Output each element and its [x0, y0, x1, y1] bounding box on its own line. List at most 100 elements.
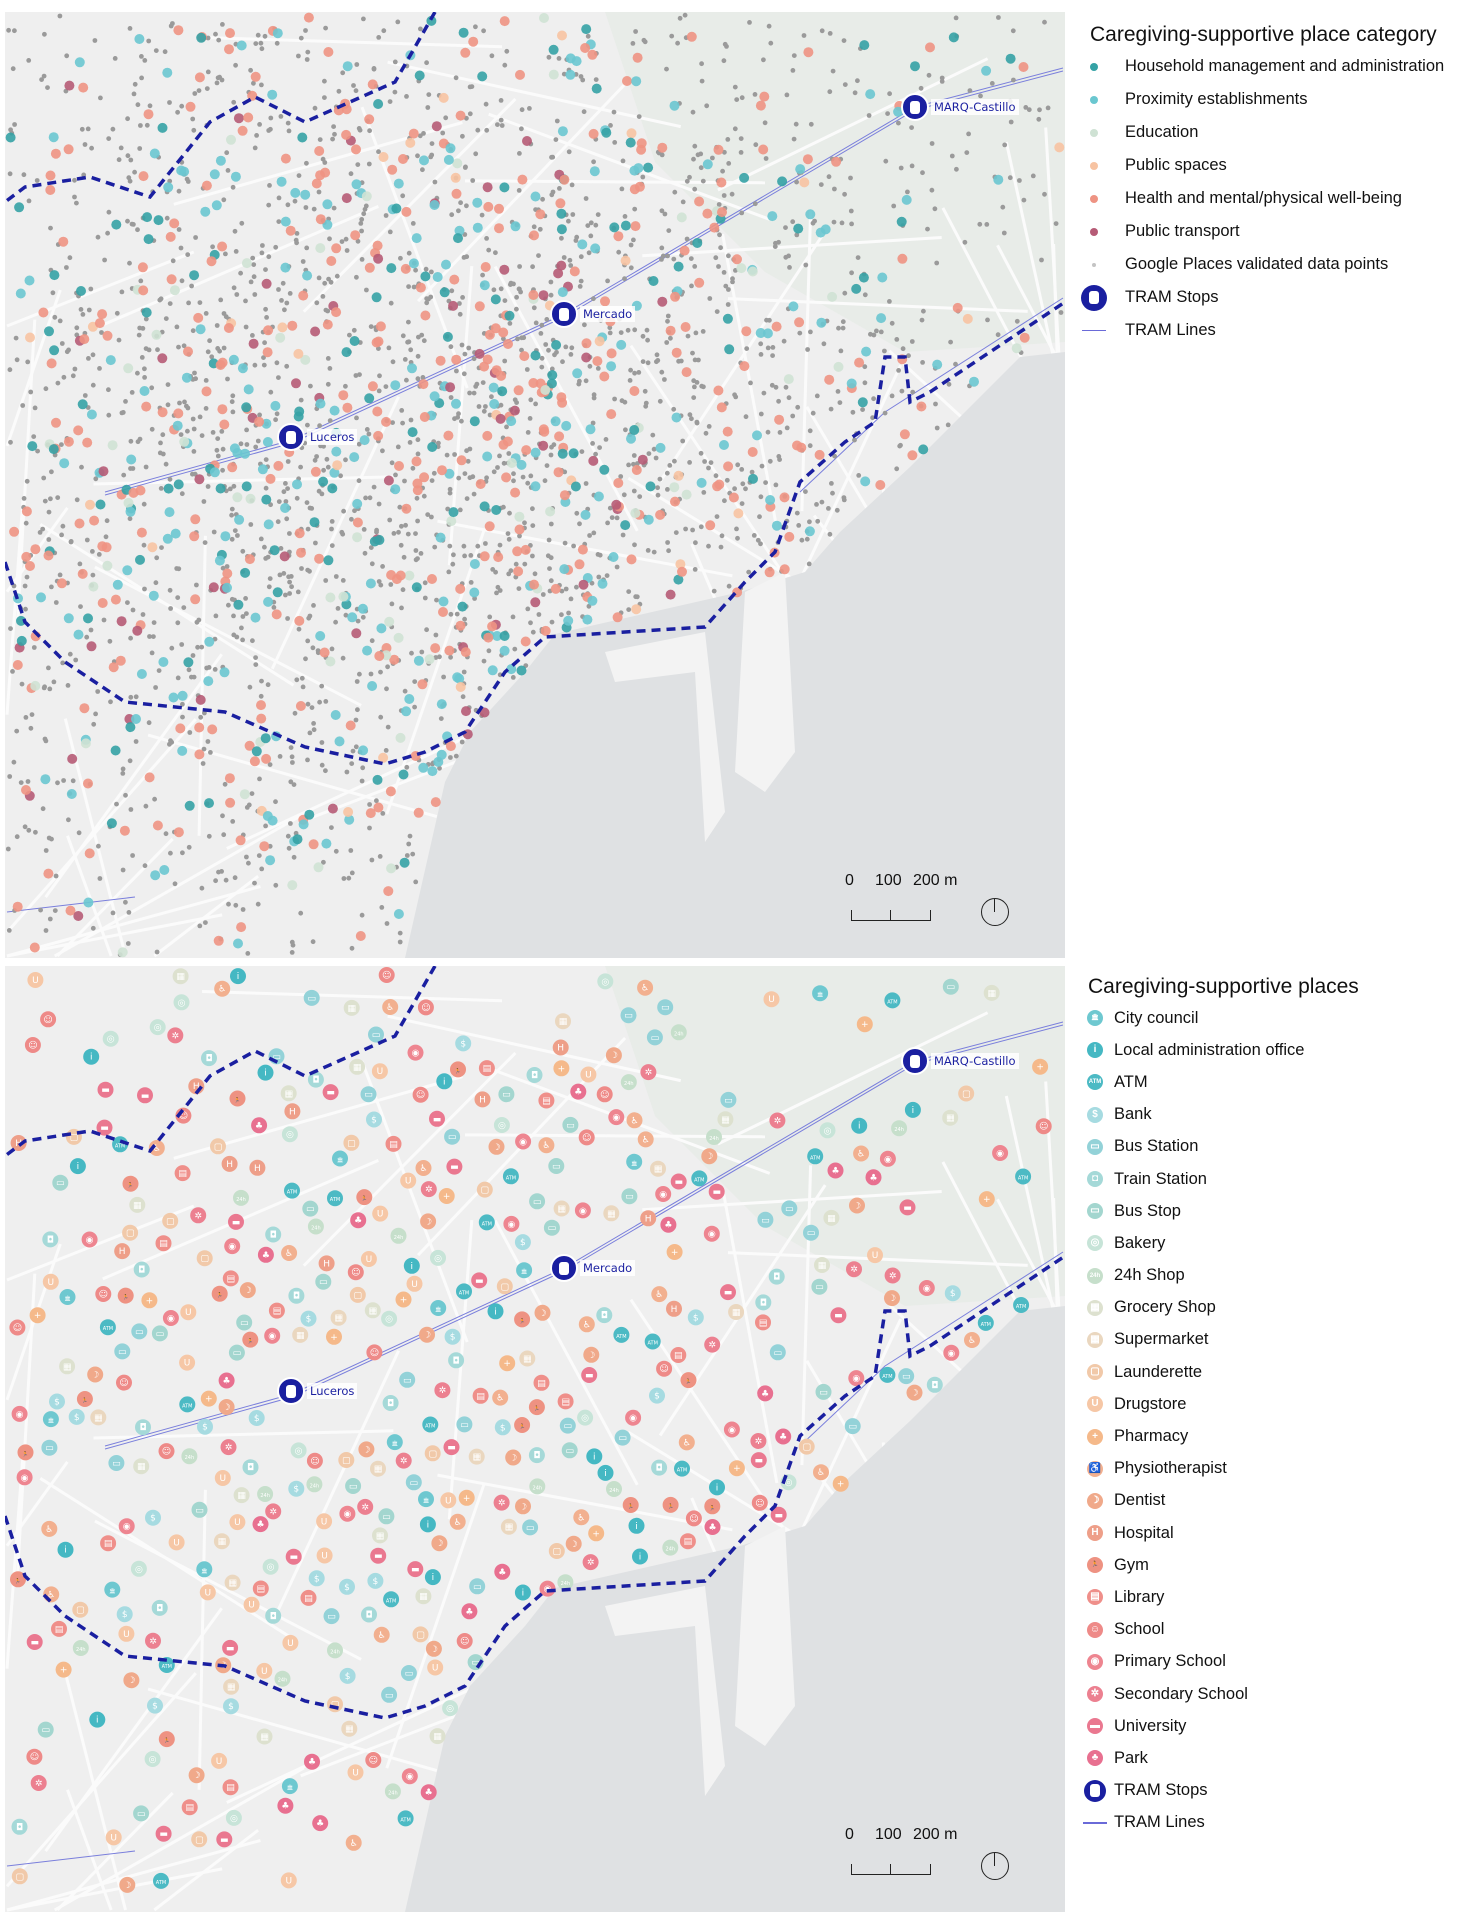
poi-point-proximity-establishments[interactable]	[83, 897, 94, 908]
place-marker-dentist[interactable]: ☽	[123, 1672, 140, 1689]
poi-point-health-and-mental-physical-well-being[interactable]	[323, 47, 334, 57]
poi-point-health-and-mental-physical-well-being[interactable]	[263, 325, 274, 336]
poi-point-public-transport[interactable]	[665, 589, 676, 600]
place-marker-school[interactable]: ☺	[685, 1510, 702, 1527]
place-marker-secondary-school[interactable]: ✲	[493, 1494, 510, 1511]
poi-point-proximity-establishments[interactable]	[232, 448, 243, 458]
poi-point-health-and-mental-physical-well-being[interactable]	[417, 679, 428, 690]
poi-point-education[interactable]	[226, 134, 236, 145]
poi-point-public-spaces[interactable]	[594, 336, 605, 347]
poi-point-household-management-and-administration[interactable]	[399, 857, 410, 868]
poi-point-health-and-mental-physical-well-being[interactable]	[606, 409, 617, 420]
place-marker-city-council[interactable]: 🏛	[59, 1289, 76, 1305]
place-marker-library[interactable]: ▤	[533, 1374, 550, 1391]
place-marker-dentist[interactable]: ☽	[565, 1535, 582, 1552]
poi-point-public-spaces[interactable]	[962, 313, 973, 324]
poi-point-proximity-establishments[interactable]	[804, 526, 815, 537]
place-marker-atm[interactable]: ATM	[1015, 1168, 1032, 1185]
poi-point-household-management-and-administration[interactable]	[261, 494, 272, 505]
place-marker-bakery[interactable]: ◎	[430, 1249, 446, 1266]
place-marker-physiotherapist[interactable]: ♿	[415, 1160, 432, 1176]
poi-point-proximity-establishments[interactable]	[139, 386, 150, 396]
place-marker-university[interactable]: ▬	[443, 1439, 460, 1456]
poi-point-household-management-and-administration[interactable]	[556, 224, 567, 235]
place-marker-local-administration-office[interactable]: i	[419, 1516, 436, 1533]
place-marker-library[interactable]: ▤	[478, 1060, 495, 1077]
place-marker-bank[interactable]: $	[339, 1578, 355, 1595]
poi-point-proximity-establishments[interactable]	[321, 838, 332, 849]
poi-point-proximity-establishments[interactable]	[846, 378, 857, 389]
place-marker-university[interactable]: ▬	[285, 1548, 302, 1565]
poi-point-household-management-and-administration[interactable]	[309, 517, 320, 528]
place-marker-bank[interactable]: $	[944, 1285, 961, 1302]
poi-point-health-and-mental-physical-well-being[interactable]	[714, 479, 725, 490]
poi-point-health-and-mental-physical-well-being[interactable]	[716, 177, 727, 188]
place-marker-drugstore[interactable]: U	[180, 1304, 197, 1321]
place-marker-bus-station[interactable]: ▭	[803, 1224, 819, 1241]
poi-point-household-management-and-administration[interactable]	[349, 336, 360, 346]
poi-point-health-and-mental-physical-well-being[interactable]	[501, 472, 512, 483]
place-marker-dentist[interactable]: ☽	[505, 1449, 522, 1466]
poi-point-health-and-mental-physical-well-being[interactable]	[747, 447, 758, 457]
place-marker-gym[interactable]: 🏃	[229, 1090, 246, 1107]
poi-point-proximity-establishments[interactable]	[429, 200, 440, 210]
poi-point-proximity-establishments[interactable]	[597, 578, 608, 589]
tram-stop-mercado[interactable]: Mercado	[550, 300, 636, 328]
poi-point-education[interactable]	[833, 361, 844, 372]
poi-point-health-and-mental-physical-well-being[interactable]	[244, 554, 255, 565]
poi-point-health-and-mental-physical-well-being[interactable]	[503, 339, 513, 349]
poi-point-health-and-mental-physical-well-being[interactable]	[831, 156, 842, 167]
poi-point-proximity-establishments[interactable]	[170, 528, 181, 539]
poi-point-health-and-mental-physical-well-being[interactable]	[237, 125, 248, 136]
poi-point-proximity-establishments[interactable]	[488, 382, 499, 393]
place-marker-24h-shop[interactable]: 24h	[307, 1218, 324, 1235]
poi-point-health-and-mental-physical-well-being[interactable]	[78, 82, 89, 93]
place-marker-bank[interactable]: $	[68, 1408, 85, 1425]
place-marker-bus-station[interactable]: ▭	[405, 1474, 422, 1491]
poi-point-proximity-establishments[interactable]	[762, 328, 773, 339]
poi-point-health-and-mental-physical-well-being[interactable]	[613, 478, 624, 488]
place-marker-dentist[interactable]: ☽	[605, 1047, 622, 1064]
place-marker-atm[interactable]: ATM	[284, 1182, 300, 1199]
poi-point-public-spaces[interactable]	[332, 460, 343, 471]
place-marker-secondary-school[interactable]: ✲	[190, 1207, 207, 1224]
place-marker-launderette[interactable]: ▢	[210, 1138, 226, 1155]
place-marker-secondary-school[interactable]: ✲	[167, 1027, 184, 1044]
place-marker-bakery[interactable]: ◎	[130, 1560, 147, 1577]
place-marker-bus-stop[interactable]: ▭	[942, 978, 959, 995]
place-marker-launderette[interactable]: ▢	[349, 1286, 366, 1303]
poi-point-household-management-and-administration[interactable]	[546, 378, 557, 389]
poi-point-education[interactable]	[783, 374, 794, 385]
place-marker-pharmacy[interactable]: +	[499, 1355, 516, 1372]
poi-point-public-transport[interactable]	[578, 579, 589, 590]
poi-point-health-and-mental-physical-well-being[interactable]	[1018, 62, 1029, 72]
poi-point-health-and-mental-physical-well-being[interactable]	[224, 44, 234, 55]
poi-point-health-and-mental-physical-well-being[interactable]	[592, 356, 603, 367]
place-marker-physiotherapist[interactable]: ♿	[382, 999, 399, 1015]
place-marker-drugstore[interactable]: U	[427, 1659, 444, 1676]
place-marker-grocery-shop[interactable]: ▦	[942, 1109, 959, 1126]
place-marker-bus-stop[interactable]: ▭	[811, 1278, 828, 1295]
place-marker-bus-stop[interactable]: ▭	[562, 1116, 579, 1133]
place-marker-drugstore[interactable]: U	[867, 1247, 883, 1264]
place-marker-school[interactable]: ☺	[24, 1037, 41, 1053]
place-marker-library[interactable]: ▤	[222, 1270, 239, 1287]
place-marker-launderette[interactable]: ▢	[476, 1181, 493, 1198]
poi-point-proximity-establishments[interactable]	[302, 270, 313, 281]
place-marker-drugstore[interactable]: U	[42, 1273, 59, 1290]
poi-point-public-transport[interactable]	[538, 290, 549, 301]
poi-point-household-management-and-administration[interactable]	[135, 554, 145, 565]
poi-point-proximity-establishments[interactable]	[263, 519, 274, 530]
place-marker-bus-stop[interactable]: ▭	[302, 1200, 319, 1217]
poi-point-household-management-and-administration[interactable]	[16, 615, 26, 626]
place-marker-school[interactable]: ☺	[456, 1633, 473, 1649]
poi-point-health-and-mental-physical-well-being[interactable]	[314, 553, 325, 564]
place-marker-bakery[interactable]: ◎	[144, 1751, 161, 1767]
poi-point-public-spaces[interactable]	[1054, 142, 1065, 153]
poi-point-health-and-mental-physical-well-being[interactable]	[372, 406, 383, 417]
poi-point-public-transport[interactable]	[474, 348, 485, 359]
poi-point-education[interactable]	[1011, 343, 1022, 354]
poi-point-proximity-establishments[interactable]	[436, 699, 447, 710]
place-marker-dentist[interactable]: ☽	[515, 1498, 531, 1515]
poi-point-health-and-mental-physical-well-being[interactable]	[755, 100, 766, 111]
